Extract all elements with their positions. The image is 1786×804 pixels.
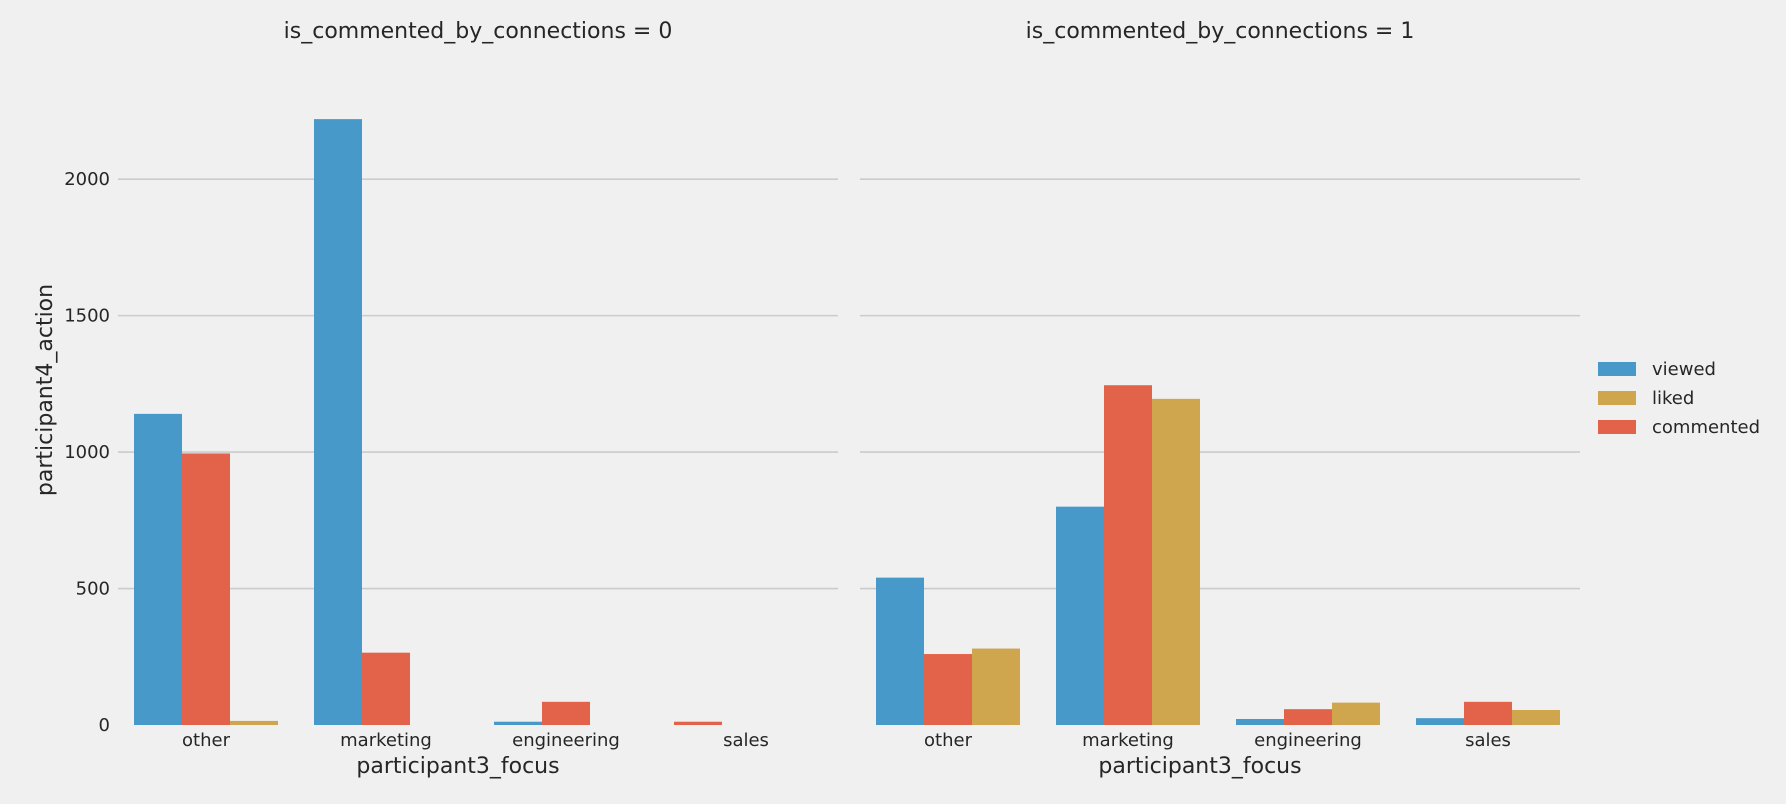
legend-swatch-commented [1598,420,1636,434]
bar-other-commented [182,453,230,725]
legend-label-viewed: viewed [1652,359,1716,380]
bar-marketing-viewed [1056,506,1104,725]
bar-sales-commented [1464,701,1512,725]
y-tick-label: 2000 [64,169,110,190]
y-tick-label: 1000 [64,442,110,463]
bar-other-commented [924,654,972,725]
y-tick-label: 1500 [64,306,110,327]
y-tick-label: 500 [76,579,110,600]
bar-engineering-liked [1332,702,1380,725]
legend-label-liked: liked [1652,388,1694,409]
x-tick-label: engineering [1254,730,1362,751]
y-axis-label: participant4_action [33,284,58,496]
legend-swatch-viewed [1598,362,1636,376]
bar-engineering-commented [1284,709,1332,725]
bar-sales-commented [674,721,722,725]
x-tick-label: sales [723,730,769,751]
bar-marketing-commented [362,652,410,725]
legend-swatch-liked [1598,391,1636,405]
bar-sales-liked [1512,709,1560,725]
panel-title: is_commented_by_connections = 0 [284,19,673,44]
panel-title: is_commented_by_connections = 1 [1026,19,1415,44]
x-tick-label: marketing [1082,730,1174,751]
bar-marketing-viewed [314,119,362,725]
bar-engineering-viewed [1236,718,1284,725]
bar-other-viewed [134,413,182,725]
x-axis-label: participant3_focus [356,754,559,779]
bar-other-liked [230,720,278,725]
x-tick-label: other [182,730,231,751]
bar-engineering-commented [542,701,590,725]
y-tick-label: 0 [99,715,110,736]
bar-other-viewed [876,577,924,725]
x-tick-label: engineering [512,730,620,751]
bar-engineering-viewed [494,721,542,725]
bar-other-liked [972,648,1020,725]
legend-label-commented: commented [1652,417,1760,438]
x-tick-label: other [924,730,973,751]
x-tick-label: sales [1465,730,1511,751]
x-axis-label: participant3_focus [1098,754,1301,779]
bar-marketing-liked [1152,398,1200,725]
bar-sales-viewed [1416,718,1464,725]
x-tick-label: marketing [340,730,432,751]
bar-marketing-commented [1104,385,1152,725]
